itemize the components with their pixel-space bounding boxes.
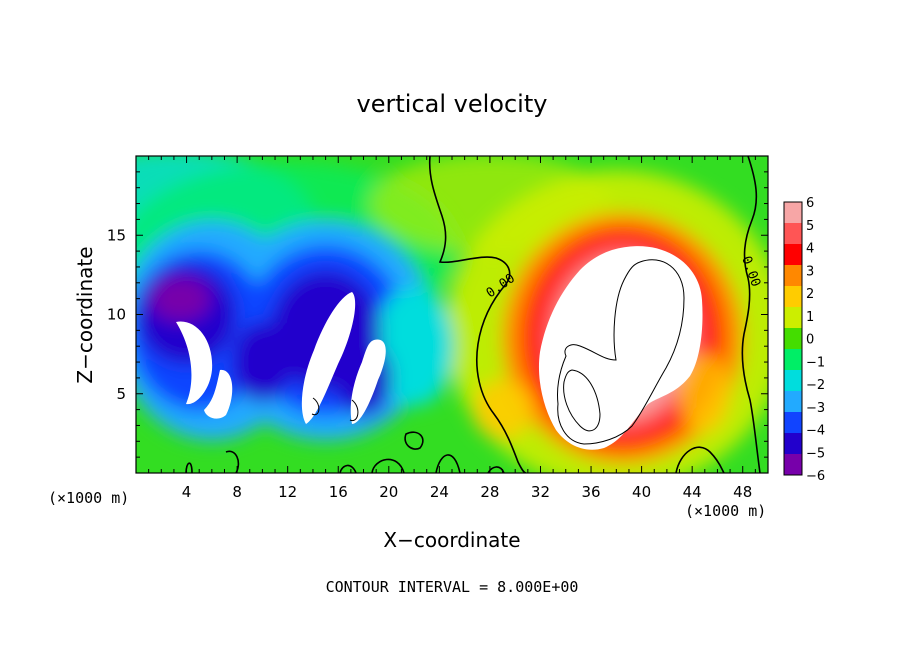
colorbar-swatch: [784, 349, 802, 370]
x-unit-label-left: (×1000 m): [48, 489, 129, 507]
contour-line: [557, 259, 685, 445]
colorbar-swatch: [784, 223, 802, 244]
colorbar-label: 5: [806, 219, 814, 234]
contour-line: [339, 458, 405, 473]
colorbar-swatch: [784, 370, 802, 391]
contour-line: [741, 156, 761, 473]
extreme-core: [301, 292, 356, 424]
colorbar-label: −6: [806, 469, 825, 484]
colorbar-label: −1: [806, 355, 825, 370]
contour-interval-footer: CONTOUR INTERVAL = 8.000E+00: [326, 578, 579, 596]
contour-line: [675, 446, 725, 473]
extreme-core: [176, 321, 213, 405]
field-patch: [374, 286, 455, 407]
colorbar-swatch: [784, 265, 802, 286]
colorbar-swatch: [784, 391, 802, 412]
colorbar-swatch: [784, 244, 802, 265]
x-tick-label: 12: [278, 483, 297, 501]
colorbar-label: 1: [806, 310, 814, 325]
colorbar-swatch: [784, 307, 802, 328]
field-patch: [232, 322, 293, 403]
colorbar-swatch: [784, 286, 802, 307]
contour-line: [563, 369, 601, 432]
colorbar-swatch: [784, 433, 802, 454]
x-tick-label: 16: [329, 483, 348, 501]
x-tick-label: 24: [430, 483, 449, 501]
x-axis: 4 8 12 16 20 24 28 32 36 40 44 48: [148, 156, 756, 501]
x-tick-label: 20: [379, 483, 398, 501]
x-unit-label-right: (×1000 m): [685, 502, 766, 520]
colorbar-label: 4: [806, 242, 814, 257]
field-patch: [678, 353, 731, 434]
y-tick-label: 15: [107, 226, 126, 244]
chart-title: vertical velocity: [357, 90, 548, 118]
extreme-cores: [176, 246, 703, 450]
contour-line: [349, 399, 359, 422]
x-tick-label: 36: [581, 483, 600, 501]
field-patch: [150, 276, 211, 321]
extreme-core: [538, 246, 703, 450]
colorbar-swatch: [784, 412, 802, 433]
x-tick-label: 4: [182, 483, 192, 501]
colorbar-label: 3: [806, 264, 814, 279]
colorbar-label: 0: [806, 333, 814, 348]
y-axis-label: Z−coordinate: [73, 246, 97, 383]
x-tick-label: 28: [480, 483, 499, 501]
contour-line: [311, 397, 320, 416]
colorbar-label: −3: [806, 401, 825, 416]
x-tick-label: 48: [733, 483, 752, 501]
y-tick-label: 5: [116, 385, 126, 403]
colorbar-swatch: [784, 454, 802, 475]
x-tick-label: 40: [632, 483, 651, 501]
x-tick-label: 44: [683, 483, 702, 501]
x-tick-label: 32: [531, 483, 550, 501]
contour-line: [428, 156, 527, 473]
colorbar-label: 6: [806, 196, 814, 211]
x-tick-label: 8: [232, 483, 242, 501]
colorbar-frame: [783, 201, 803, 476]
y-axis: 5 10 15: [107, 171, 768, 458]
contour-line: [404, 431, 424, 450]
colorbar-label: −4: [806, 424, 825, 439]
extreme-core: [350, 339, 386, 424]
colorbar-label: 2: [806, 287, 814, 302]
colorbar-swatch: [784, 328, 802, 349]
colorbar-label: −2: [806, 378, 825, 393]
field-patch: [472, 379, 533, 440]
y-tick-label: 10: [107, 306, 126, 324]
colorbar-swatch: [784, 202, 802, 223]
colorbar: 6 5 4 3 2 1 0 −1 −2 −3 −4 −5 −6: [783, 196, 825, 484]
colorbar-label: −5: [806, 446, 825, 461]
x-axis-label: X−coordinate: [383, 528, 520, 552]
extreme-core: [204, 369, 233, 419]
